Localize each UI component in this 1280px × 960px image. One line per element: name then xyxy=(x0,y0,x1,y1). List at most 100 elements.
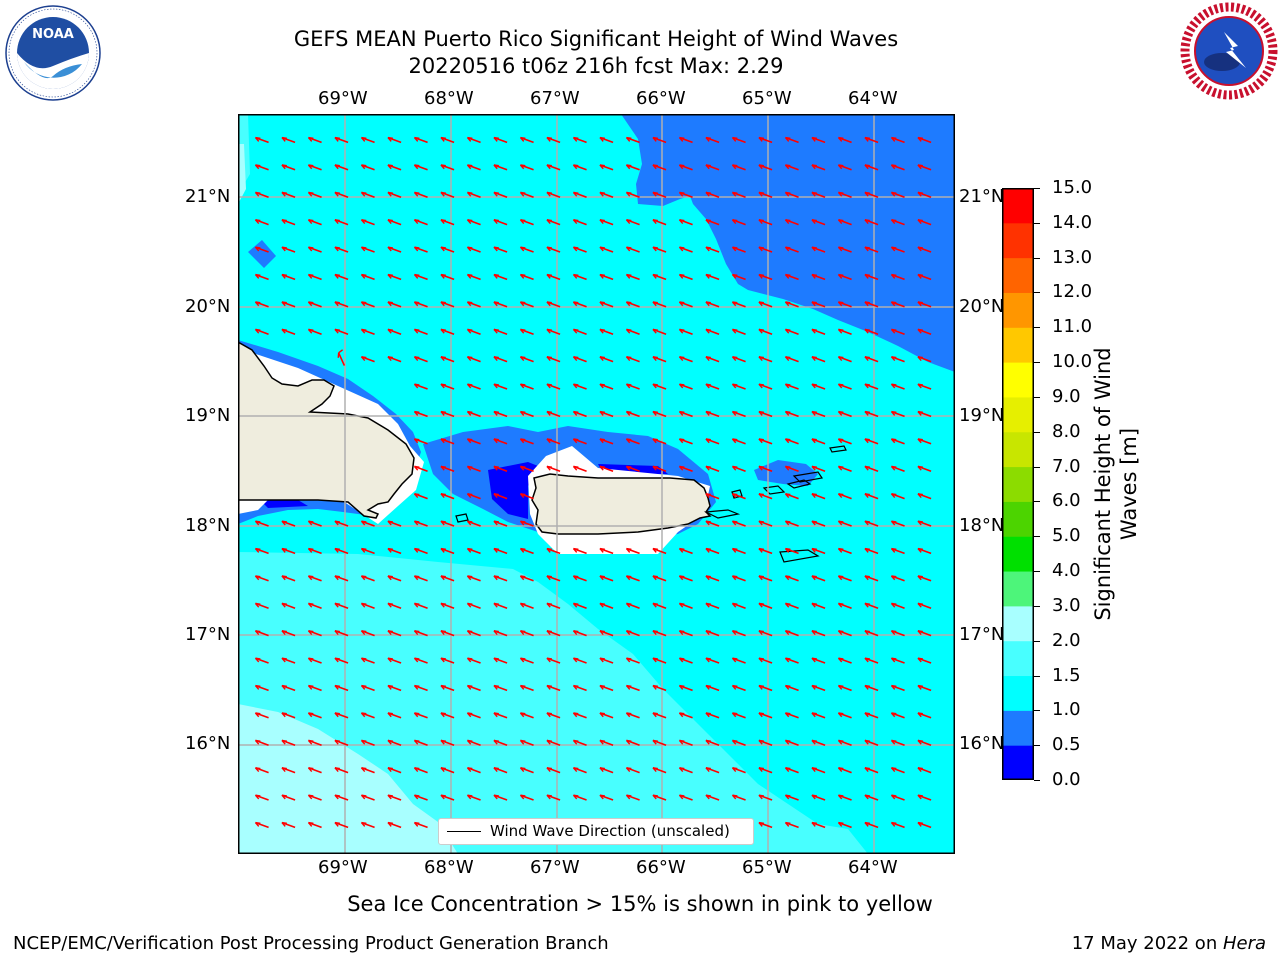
wave-direction-arrowhead xyxy=(360,328,367,334)
wave-direction-arrowhead xyxy=(493,219,499,225)
wave-direction-arrowhead xyxy=(917,219,923,225)
colorbar-tick-label: 4.0 xyxy=(1052,560,1081,582)
wave-direction-arrowhead xyxy=(917,191,923,197)
wave-direction-arrowhead xyxy=(890,273,897,279)
wave-direction-arrowhead xyxy=(758,630,764,636)
wave-direction-arrowhead xyxy=(519,328,526,334)
lon-label: 68°W xyxy=(424,88,474,109)
wave-direction-arrowhead xyxy=(360,547,367,553)
wave-direction-arrowhead xyxy=(334,164,340,170)
wave-direction-arrowhead xyxy=(678,328,685,334)
wave-direction-arrowhead xyxy=(413,328,420,334)
wave-direction-arrowhead xyxy=(652,356,658,362)
wave-direction-arrowhead xyxy=(466,630,473,636)
wave-direction-arrowhead xyxy=(917,547,923,553)
wave-direction-arrowhead xyxy=(837,356,844,362)
wave-direction-arrowhead xyxy=(466,602,473,608)
wave-direction-arrowhead xyxy=(493,630,499,636)
wave-direction-arrowhead xyxy=(413,575,420,581)
wave-direction-arrowhead xyxy=(360,191,367,197)
wave-direction-arrowhead xyxy=(890,383,897,389)
wave-direction-arrowhead xyxy=(440,191,446,197)
wave-direction-arrowhead xyxy=(731,739,738,745)
wave-direction-arrowhead xyxy=(864,410,870,416)
wave-direction-arrowhead xyxy=(625,273,632,279)
colorbar-band xyxy=(1002,362,1034,398)
wave-direction-arrowhead xyxy=(413,794,420,800)
wave-direction-arrowhead xyxy=(281,164,287,170)
wave-direction-arrowhead xyxy=(572,356,579,362)
colorbar-tick-mark xyxy=(1034,640,1040,642)
wave-direction-arrowhead xyxy=(731,273,738,279)
wave-direction-arrowhead xyxy=(864,356,870,362)
wave-direction-arrowhead xyxy=(334,739,340,745)
wave-direction-arrowhead xyxy=(652,164,658,170)
wave-direction-arrowhead xyxy=(307,739,314,745)
wave-direction-arrowhead xyxy=(281,630,287,636)
wave-direction-arrowhead xyxy=(784,547,791,553)
wave-direction-arrowhead xyxy=(519,410,526,416)
colorbar-tick-label: 12.0 xyxy=(1052,281,1093,303)
wave-direction-arrowhead xyxy=(864,493,870,499)
wave-direction-arrowhead xyxy=(678,273,685,279)
wave-direction-arrowhead xyxy=(784,821,791,827)
colorbar-tick-label: 7.0 xyxy=(1052,455,1081,477)
lat-label: 20°N xyxy=(185,296,231,317)
wave-direction-arrowhead xyxy=(758,219,764,225)
wave-direction-arrowhead xyxy=(334,794,340,800)
wave-direction-arrowhead xyxy=(466,712,473,718)
wave-direction-arrowhead xyxy=(625,575,632,581)
colorbar-tick-mark xyxy=(1034,466,1040,468)
wave-direction-arrowhead xyxy=(890,575,897,581)
wave-direction-arrowhead xyxy=(784,273,791,279)
wave-direction-arrowhead xyxy=(890,191,897,197)
lat-label: 16°N xyxy=(959,733,1005,754)
wave-direction-arrowhead xyxy=(281,191,287,197)
svg-text:NOAA: NOAA xyxy=(32,27,74,42)
wave-direction-arrowhead xyxy=(705,520,711,526)
wave-direction-arrowhead xyxy=(625,794,632,800)
wave-direction-arrowhead xyxy=(652,767,658,773)
wave-direction-arrowhead xyxy=(519,602,526,608)
lon-label: 67°W xyxy=(530,88,580,109)
wave-direction-arrowhead xyxy=(519,219,526,225)
wave-direction-arrowhead xyxy=(254,821,261,827)
wave-direction-arrowhead xyxy=(493,684,499,690)
wave-direction-arrowhead xyxy=(519,684,526,690)
wave-direction-arrowhead xyxy=(917,712,923,718)
wave-direction-arrowhead xyxy=(546,657,552,663)
wave-direction-arrowhead xyxy=(334,301,340,307)
lon-label: 69°W xyxy=(318,88,368,109)
wave-direction-arrowhead xyxy=(546,410,552,416)
wave-direction-arrowhead xyxy=(731,410,738,416)
wave-direction-arrowhead xyxy=(811,191,817,197)
wave-direction-arrowhead xyxy=(360,767,367,773)
colorbar-tick-label: 3.0 xyxy=(1052,594,1081,616)
wave-direction-arrowhead xyxy=(625,246,632,252)
wave-direction-arrowhead xyxy=(864,219,870,225)
wave-direction-arrowhead xyxy=(546,767,552,773)
wave-direction-arrowhead xyxy=(917,767,923,773)
wave-direction-arrowhead xyxy=(387,684,393,690)
wave-direction-arrowhead xyxy=(307,575,314,581)
wave-direction-arrowhead xyxy=(440,493,446,499)
colorbar-band xyxy=(1002,466,1034,502)
wave-direction-arrowhead xyxy=(917,630,923,636)
wave-direction-arrowhead xyxy=(837,712,844,718)
wave-direction-arrowhead xyxy=(731,794,738,800)
wave-direction-arrowhead xyxy=(519,547,526,553)
wave-direction-arrowhead xyxy=(546,575,552,581)
wave-direction-arrowhead xyxy=(360,712,367,718)
legend-label: Wind Wave Direction (unscaled) xyxy=(490,822,730,840)
wave-direction-arrowhead xyxy=(678,767,685,773)
wave-direction-arrowhead xyxy=(599,356,605,362)
wind-wave-arrows xyxy=(254,136,932,829)
wave-direction-arrowhead xyxy=(334,246,340,252)
colorbar-tick-label: 2.0 xyxy=(1052,629,1081,651)
wave-direction-arrowhead xyxy=(334,191,340,197)
wave-direction-arrowhead xyxy=(731,191,738,197)
wave-direction-arrowhead xyxy=(811,136,817,142)
wave-direction-arrowhead xyxy=(413,410,420,416)
wave-direction-arrowhead xyxy=(254,136,261,142)
wave-direction-arrowhead xyxy=(864,794,870,800)
